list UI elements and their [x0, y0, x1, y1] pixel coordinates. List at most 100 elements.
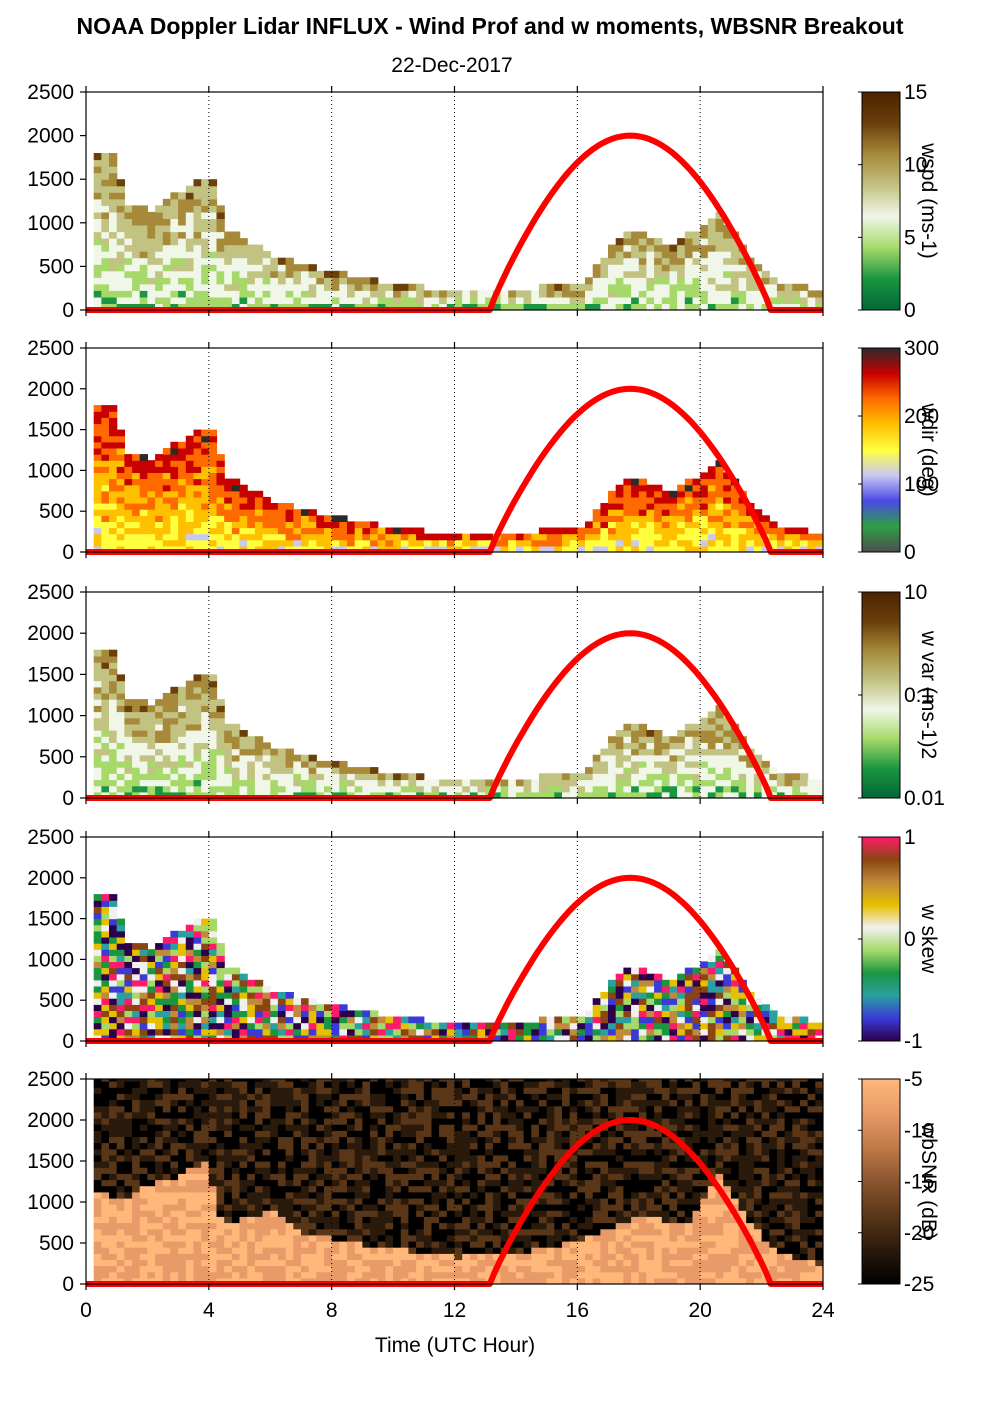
heatmap-cell [201, 251, 210, 259]
heatmap-cell [132, 723, 141, 731]
heatmap-cell [208, 1173, 218, 1181]
heatmap-cell [776, 290, 786, 298]
heatmap-cell [93, 1111, 102, 1119]
heatmap-cell [277, 533, 287, 541]
heatmap-cell [216, 943, 225, 950]
heatmap-cell [677, 521, 686, 529]
heatmap-cell [193, 1204, 202, 1211]
heatmap-cell [684, 527, 694, 535]
heatmap-cell [669, 509, 678, 516]
heatmap-cell [185, 1179, 195, 1187]
heatmap-cell [546, 539, 555, 547]
heatmap-cell [116, 1271, 125, 1279]
heatmap-cell [231, 1191, 241, 1199]
heatmap-cell [185, 466, 195, 473]
heatmap-cell [723, 754, 732, 762]
heatmap-cell [416, 527, 425, 535]
heatmap-cell [155, 484, 164, 492]
heatmap-cell [124, 1228, 133, 1236]
heatmap-cell [216, 1191, 225, 1199]
heatmap-cell [216, 303, 225, 310]
colorbar-gradient [861, 591, 901, 799]
heatmap-cell [431, 545, 440, 552]
heatmap-cell [116, 231, 125, 239]
heatmap-cell [608, 490, 617, 498]
heatmap-cell [208, 251, 218, 259]
heatmap-cell [262, 264, 271, 272]
heatmap-cell [400, 1185, 410, 1193]
heatmap-cell [162, 943, 172, 950]
heatmap-cell [370, 1124, 379, 1131]
heatmap-cell [216, 779, 225, 787]
heatmap-cell [400, 1228, 410, 1236]
heatmap-cell [139, 973, 148, 981]
heatmap-cell [738, 760, 747, 768]
heatmap-cell [178, 296, 187, 304]
heatmap-cell [331, 1265, 340, 1273]
heatmap-cell [254, 992, 264, 999]
heatmap-cell [109, 166, 118, 174]
heatmap-cell [224, 967, 233, 975]
heatmap-cell [216, 244, 225, 252]
heatmap-cell [178, 1079, 187, 1082]
heatmap-cell [615, 785, 624, 793]
heatmap-cell [101, 649, 110, 657]
heatmap-cell [707, 496, 717, 504]
heatmap-cell [201, 533, 210, 541]
heatmap-cell [116, 1016, 125, 1024]
heatmap-cell [408, 1167, 417, 1174]
heatmap-cell [347, 1028, 356, 1036]
heatmap-cell [132, 973, 141, 981]
heatmap-cell [170, 754, 179, 762]
heatmap-cell [178, 943, 187, 950]
heatmap-cell [324, 1010, 333, 1018]
heatmap-cell [254, 736, 264, 743]
heatmap-cell [677, 484, 686, 492]
heatmap-cell [370, 1241, 379, 1248]
heatmap-cell [285, 264, 294, 272]
heatmap-cell [615, 257, 624, 265]
heatmap-cell [316, 1130, 325, 1138]
heatmap-cell [262, 779, 271, 787]
heatmap-cell [262, 754, 271, 762]
heatmap-cell [116, 760, 125, 768]
heatmap-cell [254, 496, 264, 504]
heatmap-cell [262, 1142, 271, 1150]
heatmap-cell [393, 1028, 402, 1036]
heatmap-cell [270, 760, 279, 768]
heatmap-cell [132, 503, 141, 510]
heatmap-cell [216, 754, 225, 762]
heatmap-cell [155, 466, 164, 473]
heatmap-cell [370, 1167, 379, 1174]
heatmap-cell [155, 1124, 164, 1131]
heatmap-cell [339, 1105, 348, 1113]
heatmap-cell [592, 767, 601, 774]
heatmap-cell [193, 185, 202, 193]
heatmap-cell [308, 1234, 317, 1242]
heatmap-cell [247, 1222, 256, 1230]
heatmap-cell [677, 979, 686, 987]
heatmap-cell [170, 692, 179, 700]
heatmap-cell [208, 472, 218, 480]
heatmap-cell [124, 1241, 133, 1248]
heatmap-cell [684, 730, 694, 737]
heatmap-cell [193, 1081, 202, 1088]
heatmap-cell [700, 742, 709, 750]
heatmap-cell [224, 509, 233, 516]
heatmap-cell [730, 251, 740, 259]
heatmap-cell [277, 1253, 287, 1261]
heatmap-cell [208, 723, 218, 731]
heatmap-cell [201, 277, 210, 285]
heatmap-cell [769, 1028, 778, 1036]
heatmap-cell [546, 1028, 555, 1036]
heatmap-cell [554, 779, 563, 787]
heatmap-cell [101, 527, 110, 535]
heatmap-cell [224, 1154, 233, 1162]
heatmap-cell [316, 1179, 325, 1187]
heatmap-cell [661, 303, 671, 310]
heatmap-cell [109, 1247, 118, 1254]
heatmap-cell [554, 773, 563, 781]
heatmap-cell [408, 1216, 417, 1224]
heatmap-cell [124, 527, 133, 535]
heatmap-cell [646, 539, 655, 547]
